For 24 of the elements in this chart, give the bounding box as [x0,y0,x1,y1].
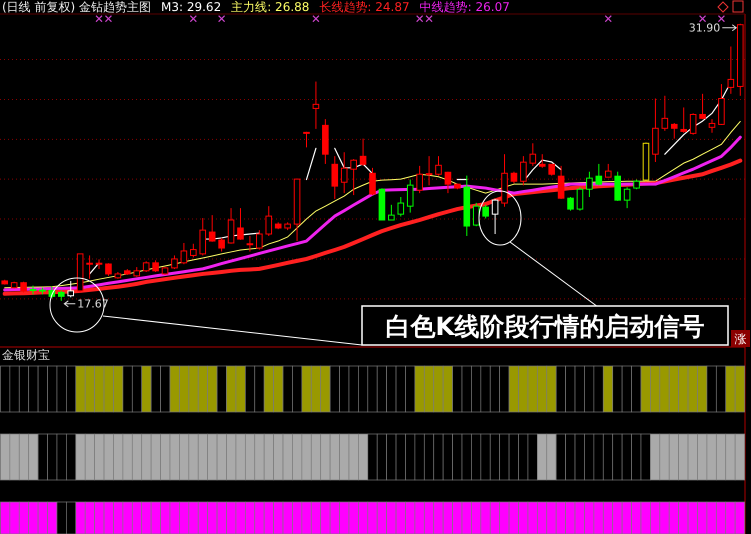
annotation: 31.90 [688,22,720,35]
candlestick [652,98,659,162]
text: 主力线: 26.88 [231,0,310,14]
candlestick [322,118,329,164]
text: 长线趋势: 24.87 [319,0,410,14]
chart-title: (日线 前复权) 金钻趋势主图 [2,0,151,14]
candlestick [312,81,320,130]
candlestick [67,280,74,298]
candlestick [586,171,593,198]
candlestick [464,175,470,236]
candlestick [501,154,508,208]
candlestick [426,156,432,186]
annotation: 白色K线阶段行情的启动信号 [385,312,705,341]
text: 中线趋势: 26.07 [420,0,510,14]
candlestick [708,118,716,134]
candlestick [340,152,348,194]
candlestick [331,156,338,200]
candlestick [530,142,536,166]
candlestick [444,172,452,194]
candlestick [86,254,93,280]
candlestick [728,46,734,94]
text: M3: 29.62 [161,0,222,14]
chart-title: 金银财宝 [2,348,50,362]
annotation: 涨 [734,332,746,346]
